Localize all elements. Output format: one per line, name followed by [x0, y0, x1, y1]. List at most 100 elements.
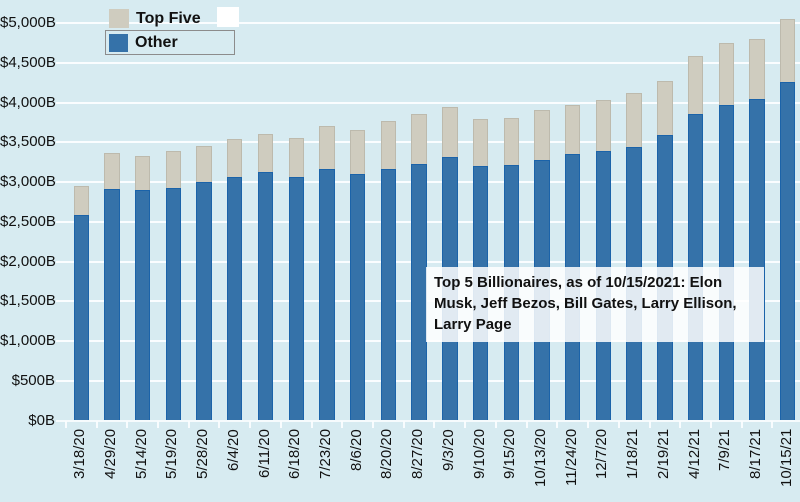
x-axis-tick — [95, 421, 98, 428]
x-axis-tick — [525, 421, 528, 428]
legend-item-top-five[interactable]: Top Five — [109, 9, 201, 28]
x-axis-tick — [709, 421, 712, 428]
legend-swatch-top-five — [109, 9, 129, 28]
bar-top-five-segment[interactable] — [780, 18, 796, 83]
bar-other-segment[interactable] — [749, 98, 765, 421]
x-axis-tick — [341, 421, 344, 428]
bar-other-segment[interactable] — [104, 189, 120, 421]
x-axis-tick — [249, 421, 252, 428]
gridline — [56, 220, 800, 223]
x-axis-label: 8/20/20 — [378, 429, 396, 480]
bar-top-five-segment[interactable] — [134, 155, 151, 191]
gridline — [56, 22, 800, 24]
legend-item-other[interactable]: Other — [105, 30, 235, 55]
x-axis-tick — [648, 421, 651, 428]
x-axis-tick — [310, 421, 313, 428]
legend-label-top-five: Top Five — [136, 9, 201, 27]
bar-top-five-segment[interactable] — [749, 38, 765, 99]
x-axis-tick — [464, 421, 467, 428]
selection-handle[interactable] — [217, 7, 239, 27]
bar-other-segment[interactable] — [380, 168, 397, 421]
x-axis-tick — [187, 421, 190, 428]
x-axis-label: 6/11/20 — [255, 429, 273, 478]
x-axis-label: 9/15/20 — [501, 429, 519, 480]
x-axis-label: 6/18/20 — [286, 429, 304, 480]
bar-other-segment[interactable] — [411, 163, 427, 421]
x-axis-label: 4/29/20 — [101, 429, 119, 480]
bar-top-five-segment[interactable] — [257, 133, 274, 173]
x-axis-label: 12/7/20 — [593, 429, 611, 480]
bar-top-five-segment[interactable] — [349, 129, 366, 174]
x-axis-label: 4/12/21 — [685, 429, 703, 480]
bar-top-five-segment[interactable] — [73, 186, 89, 215]
bar-top-five-segment[interactable] — [104, 152, 120, 190]
y-axis-label: $3,000B — [0, 173, 56, 190]
x-axis-label: 7/9/21 — [716, 429, 734, 471]
x-axis-label: 9/3/20 — [439, 429, 457, 471]
x-axis-label: 3/18/20 — [71, 429, 89, 480]
y-axis-label: $2,000B — [0, 252, 56, 270]
x-axis-label: 9/10/20 — [470, 429, 488, 480]
bar-top-five-segment[interactable] — [411, 114, 427, 164]
x-axis-tick — [587, 421, 590, 428]
bar-other-segment[interactable] — [227, 176, 243, 421]
bar-top-five-segment[interactable] — [657, 80, 673, 136]
x-axis-label: 1/18/21 — [624, 429, 642, 480]
x-axis-label: 5/14/20 — [132, 429, 150, 480]
bar-top-five-segment[interactable] — [288, 137, 304, 177]
bar-top-five-segment[interactable] — [227, 139, 243, 177]
y-axis-label: $5,000B — [0, 14, 56, 31]
x-axis-tick — [279, 421, 282, 428]
x-axis-tick — [679, 421, 682, 428]
y-axis-label: $3,500B — [0, 133, 56, 151]
gridline — [56, 181, 800, 183]
x-axis-tick — [126, 421, 129, 428]
x-axis-label: 5/28/20 — [194, 429, 212, 480]
bar-top-five-segment[interactable] — [442, 107, 458, 157]
bar-top-five-segment[interactable] — [534, 110, 550, 160]
bar-other-segment[interactable] — [165, 187, 182, 421]
bar-other-segment[interactable] — [349, 173, 366, 421]
bar-top-five-segment[interactable] — [687, 55, 704, 115]
x-axis-label: 8/6/20 — [347, 429, 365, 471]
x-axis-label: 2/19/21 — [654, 429, 672, 480]
bar-other-segment[interactable] — [73, 214, 89, 421]
x-axis-tick — [372, 421, 375, 428]
bar-top-five-segment[interactable] — [565, 105, 581, 154]
bar-top-five-segment[interactable] — [626, 92, 642, 148]
gridline — [56, 379, 800, 382]
x-axis-label: 10/13/20 — [532, 429, 549, 488]
x-axis-tick — [556, 421, 559, 428]
bar-top-five-segment[interactable] — [503, 118, 519, 165]
x-axis-tick — [617, 421, 620, 428]
bar-other-segment[interactable] — [134, 190, 151, 421]
bar-other-segment[interactable] — [319, 168, 335, 421]
gridline — [56, 141, 800, 144]
bar-other-segment[interactable] — [780, 82, 796, 421]
x-axis-label: 6/4/20 — [224, 429, 242, 471]
bar-other-segment[interactable] — [196, 182, 212, 421]
x-axis-label: 7/23/20 — [316, 429, 334, 480]
x-axis-tick — [64, 421, 67, 428]
bar-top-five-segment[interactable] — [380, 121, 397, 169]
x-axis-label: 11/24/20 — [562, 429, 580, 487]
bar-other-segment[interactable] — [257, 172, 274, 421]
y-axis-label: $4,000B — [0, 93, 56, 111]
legend-swatch-other — [109, 33, 128, 52]
x-axis-tick — [157, 421, 159, 428]
x-axis-tick — [740, 421, 743, 428]
y-axis-label: $0B — [28, 411, 55, 429]
x-axis-label: 5/19/20 — [163, 429, 181, 480]
bar-other-segment[interactable] — [718, 105, 734, 421]
x-axis-tick — [433, 421, 436, 428]
x-axis-label: 8/17/21 — [747, 429, 765, 480]
x-axis-tick — [771, 421, 774, 428]
bar-top-five-segment[interactable] — [718, 42, 734, 106]
bar-top-five-segment[interactable] — [319, 126, 335, 169]
bar-top-five-segment[interactable] — [165, 151, 182, 188]
bar-top-five-segment[interactable] — [595, 99, 612, 152]
bar-other-segment[interactable] — [288, 176, 304, 421]
gridline — [56, 61, 800, 64]
bar-top-five-segment[interactable] — [472, 118, 489, 166]
bar-top-five-segment[interactable] — [196, 146, 212, 183]
